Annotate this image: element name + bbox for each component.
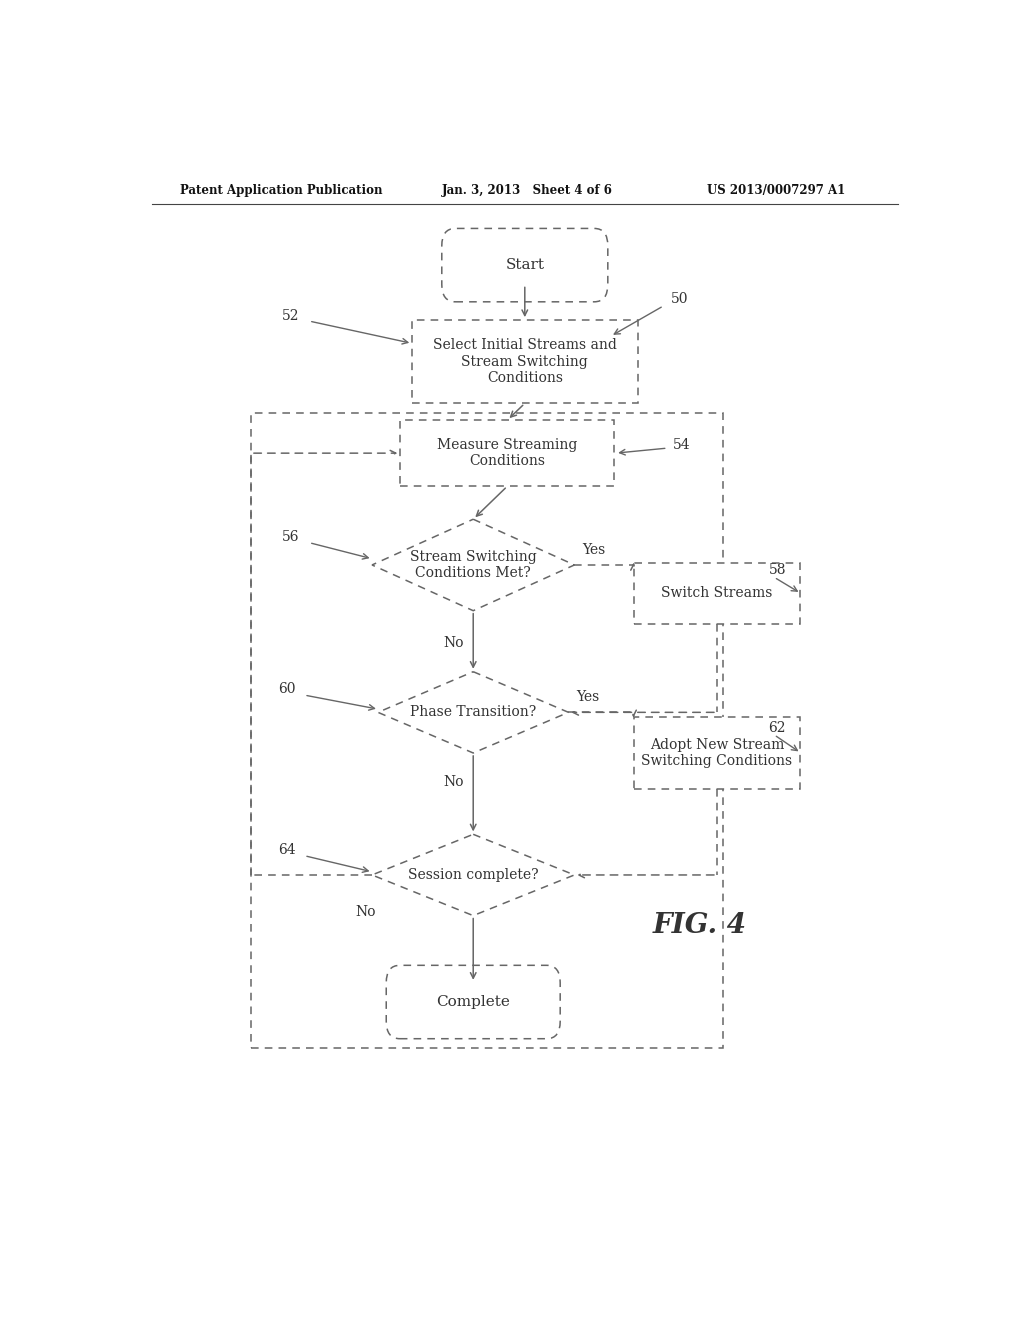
Text: 60: 60 (278, 682, 296, 696)
Text: Phase Transition?: Phase Transition? (410, 705, 537, 719)
FancyBboxPatch shape (386, 965, 560, 1039)
FancyBboxPatch shape (441, 228, 608, 302)
Text: No: No (443, 636, 464, 651)
Bar (634, 718, 800, 788)
Polygon shape (372, 834, 574, 916)
Text: Jan. 3, 2013   Sheet 4 of 6: Jan. 3, 2013 Sheet 4 of 6 (441, 183, 612, 197)
Text: Start: Start (505, 259, 545, 272)
Text: 52: 52 (282, 309, 299, 323)
Polygon shape (378, 672, 568, 752)
Text: 62: 62 (768, 721, 785, 735)
Polygon shape (372, 519, 574, 611)
Text: No: No (443, 775, 464, 789)
Text: No: No (355, 906, 376, 920)
Text: Measure Streaming
Conditions: Measure Streaming Conditions (437, 438, 578, 469)
Text: Patent Application Publication: Patent Application Publication (179, 183, 382, 197)
Text: Complete: Complete (436, 995, 510, 1008)
Text: Adopt New Stream
Switching Conditions: Adopt New Stream Switching Conditions (641, 738, 793, 768)
Text: Yes: Yes (577, 690, 600, 704)
Text: FIG. 4: FIG. 4 (652, 912, 746, 940)
Text: 58: 58 (768, 564, 785, 577)
Text: 64: 64 (278, 842, 296, 857)
Text: Yes: Yes (583, 543, 605, 557)
Text: US 2013/0007297 A1: US 2013/0007297 A1 (708, 183, 846, 197)
Text: Session complete?: Session complete? (408, 869, 539, 882)
Text: Select Initial Streams and
Stream Switching
Conditions: Select Initial Streams and Stream Switch… (433, 338, 616, 385)
Bar (251, 413, 723, 1048)
Text: Stream Switching
Conditions Met?: Stream Switching Conditions Met? (410, 550, 537, 579)
Bar (400, 420, 614, 486)
Text: 54: 54 (673, 438, 691, 451)
Bar (634, 562, 800, 624)
Text: Switch Streams: Switch Streams (662, 586, 772, 601)
Bar (412, 319, 638, 404)
Text: 50: 50 (671, 292, 688, 306)
Text: 56: 56 (282, 529, 299, 544)
